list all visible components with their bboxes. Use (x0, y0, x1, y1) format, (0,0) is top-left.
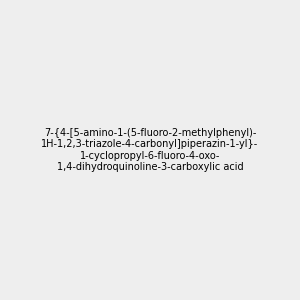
Text: 7-{4-[5-amino-1-(5-fluoro-2-methylphenyl)-
1H-1,2,3-triazole-4-carbonyl]piperazi: 7-{4-[5-amino-1-(5-fluoro-2-methylphenyl… (41, 128, 259, 172)
